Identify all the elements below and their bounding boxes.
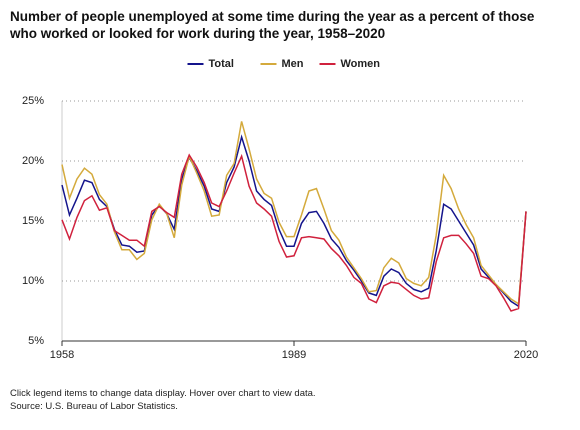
legend-label: Men (282, 58, 304, 70)
x-tick-label: 2020 (514, 349, 538, 361)
y-tick-label: 5% (28, 335, 44, 347)
y-tick-label: 25% (22, 95, 44, 107)
source: Source: U.S. Bureau of Labor Statistics. (10, 401, 178, 412)
series-line (61, 153, 527, 312)
chart: 5% 10% 15% 20% 25% 1958 1989 2020 Total Men Women (22, 58, 538, 361)
legend-item[interactable]: Men (260, 58, 304, 70)
note: Click legend items to change data displa… (10, 388, 316, 399)
series-line (61, 121, 527, 306)
chart-title: Number of people unemployed at some time… (10, 9, 535, 41)
y-tick-label: 20% (22, 155, 44, 167)
x-tick-label: 1958 (50, 349, 74, 361)
x-tick-label: 1989 (282, 349, 306, 361)
legend-item[interactable]: Women (319, 58, 381, 70)
legend-label: Women (341, 58, 381, 70)
legend-item[interactable]: Total (187, 58, 234, 70)
series-line (61, 134, 527, 308)
y-tick-label: 10% (22, 275, 44, 287)
y-tick-label: 15% (22, 215, 44, 227)
legend-label: Total (209, 58, 234, 70)
